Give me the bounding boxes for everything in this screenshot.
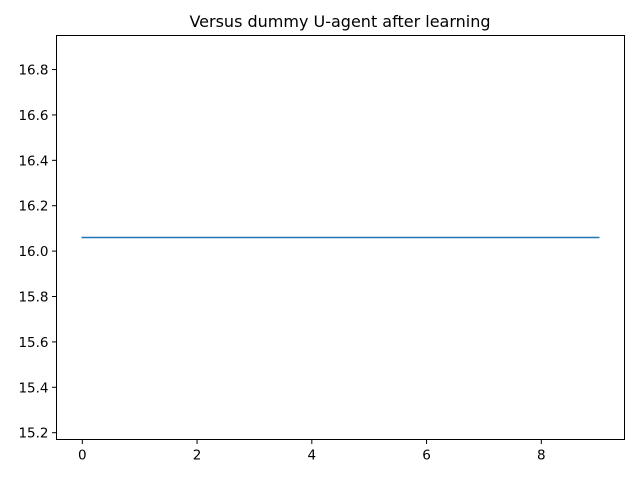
y-tick-label: 15.4	[18, 380, 48, 396]
y-tick-label: 16.6	[18, 108, 48, 124]
x-tick-label: 0	[78, 448, 87, 464]
x-tick-label: 4	[308, 448, 317, 464]
axis-ticks: 0 2 4 6 8 15.2 15.4 15.6 15.8 16.0 16.2 16.4 16.6 16.…	[18, 63, 545, 464]
axes-frame	[56, 35, 625, 440]
y-tick-label: 16.2	[18, 199, 48, 215]
y-tick-label: 16.4	[18, 153, 48, 169]
y-tick-label: 15.2	[18, 426, 48, 442]
chart-title: Versus dummy U-agent after learning	[189, 12, 490, 31]
y-tick-label: 15.6	[18, 335, 48, 351]
y-tick-label: 16.8	[18, 63, 48, 79]
x-tick-label: 6	[422, 448, 431, 464]
x-tick-label: 2	[193, 448, 202, 464]
x-tick-label: 8	[537, 448, 546, 464]
y-tick-label: 16.0	[18, 244, 48, 260]
y-tick-label: 15.8	[18, 290, 48, 306]
